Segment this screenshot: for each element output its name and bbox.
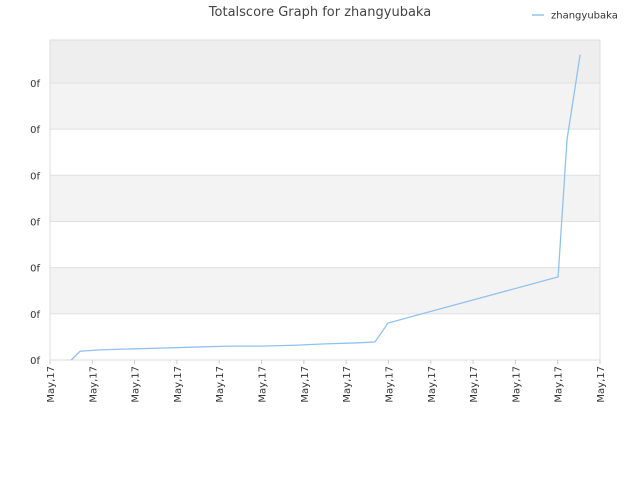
plot-band [50, 175, 600, 222]
y-tick-label: 0f [30, 310, 40, 321]
x-tick-label: May,17 [511, 366, 522, 403]
y-tick-label: 0f [30, 125, 40, 136]
plot-band [50, 267, 600, 314]
plot-band [50, 313, 600, 360]
plot-border [49, 39, 601, 361]
plot-band [50, 129, 600, 176]
y-tick-label: 0f [30, 217, 40, 228]
x-tick-label: May,17 [554, 366, 565, 403]
plot-band [50, 221, 600, 268]
x-tick-label: May,17 [173, 366, 184, 403]
y-tick-label: 0f [30, 264, 40, 275]
x-tick-label: May,17 [300, 366, 311, 403]
x-tick-label: May,17 [88, 366, 99, 403]
x-tick-label: May,17 [131, 366, 142, 403]
x-tick-label: May,17 [46, 366, 57, 403]
x-tick-label: May,17 [469, 366, 480, 403]
legend-label: zhangyubaka [551, 11, 618, 22]
x-tick-label: May,17 [342, 366, 353, 403]
data-line [70, 54, 581, 361]
x-tick-label: May,17 [215, 366, 226, 403]
x-tick-label: May,17 [596, 366, 607, 403]
y-tick-label: 0f [30, 79, 40, 90]
plot-band [50, 82, 600, 130]
x-tick-label: May,17 [427, 366, 438, 403]
plot-band [50, 40, 600, 83]
y-tick-label: 0f [30, 356, 40, 367]
x-tick-label: May,17 [384, 366, 395, 403]
x-tick-label: May,17 [258, 366, 269, 403]
chart-title: Totalscore Graph for zhangyubaka [208, 5, 431, 20]
y-tick-label: 0f [30, 171, 40, 182]
